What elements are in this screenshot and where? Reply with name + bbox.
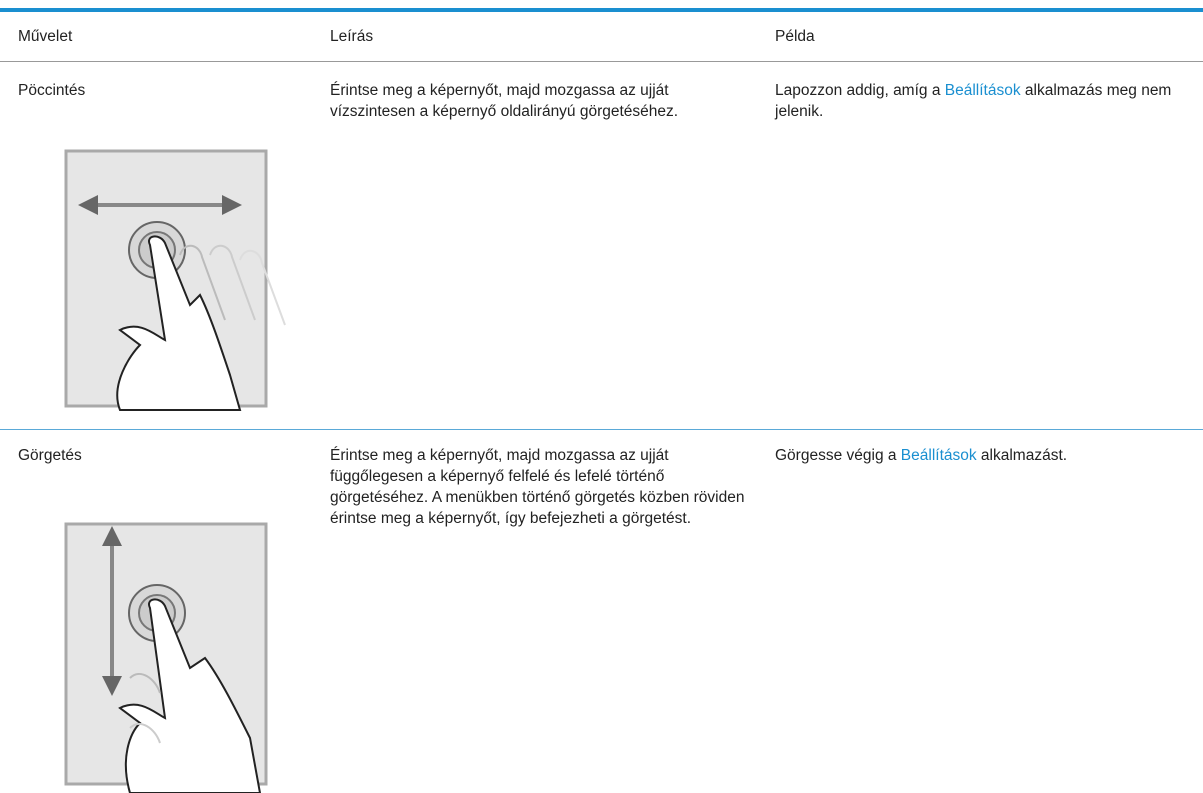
description: Érintse meg a képernyőt, majd mozgassa a…	[330, 447, 745, 527]
text: alkalmazást.	[976, 447, 1068, 464]
text: alkalmazás meg nem jelenik.	[775, 82, 1172, 120]
header-cell: Művelet	[18, 28, 73, 45]
link[interactable]: Beállítások	[900, 447, 977, 464]
text: Lapozzon addig, amíg a	[775, 82, 945, 99]
action: Görgetés	[18, 447, 82, 464]
text: Görgesse végig a	[775, 447, 901, 464]
example: Lapozzon addig, amíg a Beállítások alkal…	[775, 80, 1195, 122]
example: Görgesse végig a Beállítások alkalmazást…	[775, 445, 1195, 466]
header-cell: Leírás	[330, 28, 374, 45]
link[interactable]: Beállítások	[944, 82, 1021, 99]
description: Érintse meg a képernyőt, majd mozgassa a…	[330, 82, 679, 120]
top-rule	[0, 8, 1203, 12]
scroll-illustration	[64, 522, 268, 793]
header-cell: Példa	[775, 28, 815, 45]
swipe-illustration	[64, 149, 286, 411]
row-rule	[0, 429, 1203, 430]
action: Pöccintés	[18, 82, 86, 99]
header-rule	[0, 61, 1203, 62]
